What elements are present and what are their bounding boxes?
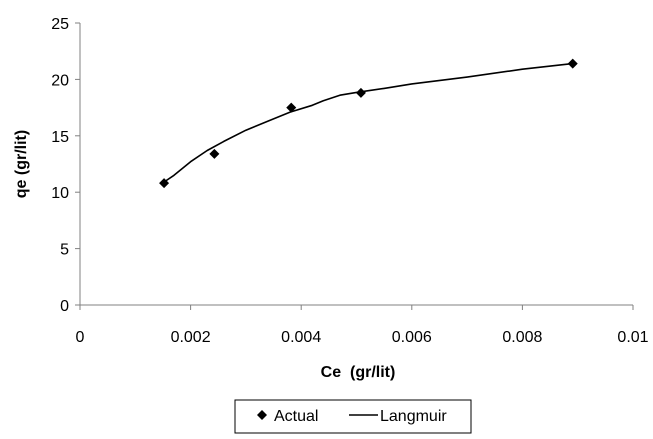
x-tick-label: 0.008 [502,329,542,346]
x-tick-label: 0.002 [171,329,211,346]
legend-box [234,399,472,434]
legend-label-langmuir: Langmuir [380,408,447,425]
axes [79,23,633,306]
y-tick-label: 15 [51,129,69,146]
data-point-actual [209,148,220,159]
x-tick-label: 0 [76,329,85,346]
y-axis-title: qe (gr/lit) [13,130,30,198]
ticks: 0 0.002 0.004 0.006 0.008 0.01 0 5 10 15 20 25 [51,16,648,346]
y-tick-label: 0 [60,298,69,315]
x-axis-title: Ce (gr/lit) [321,364,396,381]
x-tick-label: 0.01 [617,329,648,346]
legend-marker-actual [257,410,267,420]
y-tick-label: 20 [51,72,69,89]
y-tick-label: 10 [51,185,69,202]
y-tick-label: 5 [60,242,69,259]
series-langmuir-line [163,62,573,183]
y-tick-label: 25 [51,16,69,33]
x-tick-label: 0.004 [281,329,321,346]
legend-label-actual: Actual [274,408,318,425]
legend: Actual Langmuir [234,399,472,434]
data-point-actual [286,102,297,113]
x-tick-label: 0.006 [392,329,432,346]
plot-area [159,58,578,189]
data-point-actual [355,87,366,98]
data-point-actual [567,58,578,69]
data-point-actual [159,178,170,189]
